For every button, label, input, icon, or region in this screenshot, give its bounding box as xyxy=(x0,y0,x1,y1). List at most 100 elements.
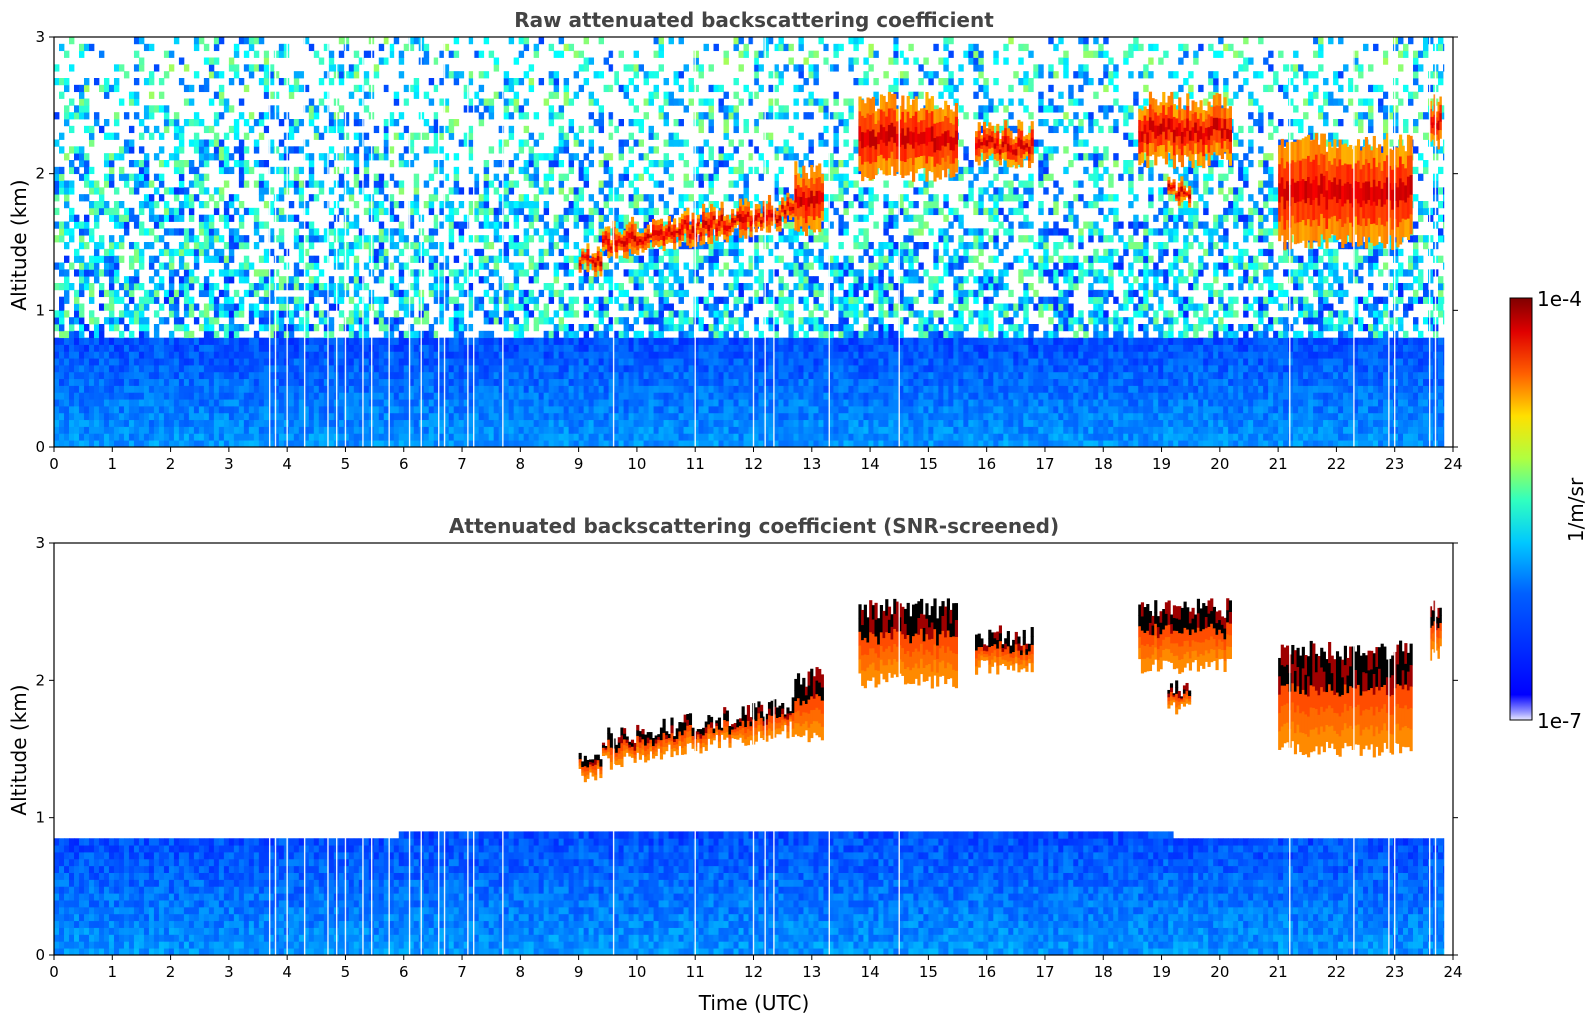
cloud-layer-cell xyxy=(1372,653,1376,675)
cloud-layer-cell xyxy=(786,713,790,721)
cloud-layer-cell xyxy=(652,224,656,231)
cloud-layer-cell xyxy=(738,198,743,207)
cloud-layer-cell xyxy=(673,736,677,740)
cloud-layer-cell xyxy=(670,741,674,750)
cloud-layer-cell xyxy=(1335,148,1340,167)
cloud-layer-cell xyxy=(757,208,761,214)
cloud-layer-cell xyxy=(736,214,740,219)
cloud-layer-cell xyxy=(920,132,924,145)
cloud-layer-cell xyxy=(707,224,711,232)
cloud-layer-cell xyxy=(925,603,929,620)
cloud-layer-cell xyxy=(941,145,945,159)
cloud-layer-cell xyxy=(1406,176,1411,199)
cloud-layer-cell xyxy=(1172,656,1177,670)
cloud-layer-cell xyxy=(1304,655,1308,676)
cloud-layer-cell xyxy=(1138,153,1142,166)
cloud-layer-cell xyxy=(1291,178,1295,198)
cloud-layer-cell xyxy=(1341,730,1345,749)
cloud-layer-cell xyxy=(898,160,902,175)
cloud-layer-cell xyxy=(815,216,819,230)
cloud-layer-cell xyxy=(715,720,719,724)
cloud-layer-cell xyxy=(1014,650,1018,658)
cloud-layer-cell xyxy=(599,256,603,262)
cloud-layer-cell xyxy=(938,648,942,663)
cloud-layer-cell xyxy=(982,129,987,138)
cloud-layer-cell xyxy=(1364,136,1369,160)
cloud-layer-cell xyxy=(617,246,621,251)
cloud-layer-cell xyxy=(895,661,900,678)
cloud-layer-cell xyxy=(1154,623,1158,637)
cloud-layer-cell xyxy=(906,143,910,160)
cloud-layer-cell xyxy=(944,668,948,685)
cloud-layer-cell xyxy=(1030,137,1034,147)
cloud-layer-cell xyxy=(699,240,703,246)
cloud-layer-cell xyxy=(1346,199,1350,218)
cloud-layer-cell xyxy=(723,726,727,734)
cloud-layer-cell xyxy=(744,230,748,239)
cloud-layer-cell xyxy=(1301,689,1305,712)
cloud-layer-cell xyxy=(770,700,774,709)
cloud-layer-cell xyxy=(1385,177,1390,200)
cloud-layer-cell xyxy=(594,257,598,263)
cloud-layer-cell xyxy=(954,636,959,655)
cloud-layer-cell xyxy=(1346,182,1350,201)
cloud-layer-cell xyxy=(799,705,803,717)
cloud-layer-cell xyxy=(1343,163,1347,184)
cloud-layer-cell xyxy=(678,240,682,247)
cloud-layer-cell xyxy=(1178,660,1182,674)
cloud-layer-cell xyxy=(794,216,798,231)
cloud-layer-cell xyxy=(1169,687,1174,693)
cloud-layer-cell xyxy=(1299,181,1303,202)
cloud-layer-cell xyxy=(810,164,814,179)
cloud-layer-cell xyxy=(1014,638,1018,645)
cloud-layer-cell xyxy=(604,240,608,246)
cloud-layer-cell xyxy=(882,127,886,144)
cloud-layer-cell xyxy=(578,259,582,264)
cloud-layer-cell xyxy=(1437,607,1440,619)
cloud-layer-cell xyxy=(723,720,727,727)
cloud-layer-cell xyxy=(998,649,1002,658)
cloud-layer-cell xyxy=(1391,189,1395,211)
cloud-layer-cell xyxy=(691,731,695,737)
cloud-layer-cell xyxy=(1146,120,1150,133)
cloud-layer-cell xyxy=(1212,617,1216,629)
cloud-layer-cell xyxy=(665,735,669,740)
cloud-layer-cell xyxy=(601,750,606,754)
cloud-layer-cell xyxy=(1359,188,1363,208)
cloud-layer-cell xyxy=(1383,204,1387,227)
cloud-layer-cell xyxy=(996,123,1000,132)
cloud-layer-cell xyxy=(1388,148,1392,167)
cloud-layer-cell xyxy=(879,632,884,647)
cloud-layer-cell xyxy=(1404,219,1408,238)
cloud-layer-cell xyxy=(946,155,950,169)
cloud-layer-cell xyxy=(644,756,648,763)
cloud-layer-cell xyxy=(1383,684,1387,705)
cloud-layer-cell xyxy=(633,247,637,254)
cloud-layer-cell xyxy=(720,214,724,222)
cloud-layer-cell xyxy=(670,238,674,243)
cloud-layer-cell xyxy=(1375,225,1379,245)
cloud-layer-cell xyxy=(1333,677,1337,696)
cloud-layer-cell xyxy=(765,203,769,210)
cloud-layer-cell xyxy=(652,219,656,225)
cloud-layer-cell xyxy=(783,720,787,723)
cloud-layer-cell xyxy=(683,714,687,723)
cloud-layer-cell xyxy=(704,229,708,234)
cloud-layer-cell xyxy=(1204,144,1208,154)
cloud-layer-cell xyxy=(733,729,737,733)
cloud-layer-cell xyxy=(1156,638,1161,650)
cloud-layer-cell xyxy=(620,727,624,736)
cloud-layer-cell xyxy=(667,226,671,233)
cloud-layer-cell xyxy=(906,602,910,620)
cloud-layer-cell xyxy=(1164,648,1169,661)
cloud-layer-cell xyxy=(1178,646,1182,661)
cloud-layer-cell xyxy=(1148,622,1153,636)
cloud-layer-cell xyxy=(871,162,875,179)
cloud-layer-cell xyxy=(662,245,666,251)
cloud-layer-cell xyxy=(670,717,674,726)
cloud-layer-cell xyxy=(796,219,801,232)
cloud-layer-cell xyxy=(638,233,642,237)
cloud-layer-cell xyxy=(941,157,945,171)
cloud-layer-cell xyxy=(1314,690,1319,710)
cloud-layer-cell xyxy=(1182,191,1187,195)
